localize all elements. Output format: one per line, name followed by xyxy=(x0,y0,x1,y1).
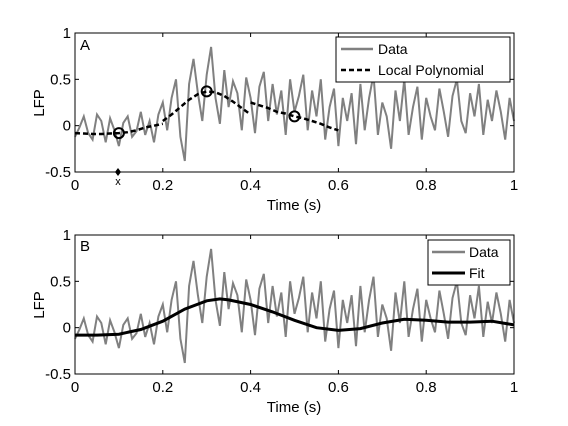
panel-a-legend-label-data: Data xyxy=(378,41,408,57)
panel-b-legend-label-data: Data xyxy=(469,244,499,260)
panel-b-xtick-label: 0 xyxy=(71,379,79,396)
panel-b-ytick-label: -0.5 xyxy=(45,366,71,383)
panel-a-x-marker-diamond xyxy=(115,168,121,176)
panel-b-label: B xyxy=(80,238,90,255)
panel-b-xtick-label: 1 xyxy=(510,379,518,396)
panel-a-local-polynomial-point xyxy=(200,85,213,98)
panel-a-local-polynomial-point xyxy=(288,110,301,123)
panel-a-ytick-label: -0.5 xyxy=(45,164,71,181)
panel-a-x-marker-label: x xyxy=(115,176,121,188)
panel-b: 0 0.2 0.4 0.6 0.8 1-0.500.51 B Time (s) LFP D… xyxy=(31,227,518,416)
panel-b-ticks: 0 0.2 0.4 0.6 0.8 1-0.500.51 xyxy=(45,227,518,396)
panel-a-local-polynomial-segment xyxy=(74,122,164,136)
panel-a-label: A xyxy=(80,37,90,54)
panel-a-ylabel: LFP xyxy=(31,89,48,117)
panel-b-legend-box xyxy=(427,239,511,286)
panel-a-ytick-label: 0.5 xyxy=(50,71,71,88)
panel-a-xtick-label: 0.2 xyxy=(152,177,173,194)
panel-a-local-polynomial-segment xyxy=(162,90,252,123)
panel-a-xtick-label: 0.6 xyxy=(328,177,349,194)
panel-a-xlabel: Time (s) xyxy=(267,197,321,214)
panel-b-xlabel: Time (s) xyxy=(267,399,321,416)
panel-b-axes-box xyxy=(74,234,515,375)
panel-b-legend: Data Fit xyxy=(427,239,511,286)
panel-a-xtick-label: 0.8 xyxy=(416,177,437,194)
panel-a-series xyxy=(74,46,515,162)
panel-b-ytick-label: 0 xyxy=(63,320,71,337)
panel-a: 0 0.2 0.4 0.6 0.8 1-0.500.51 A Time (s) LFP x… xyxy=(31,25,518,214)
panel-a-local-polynomial-point xyxy=(112,127,125,140)
panel-b-ytick-label: 1 xyxy=(63,227,71,244)
panel-b-xtick-label: 0.2 xyxy=(152,379,173,396)
panel-a-xtick-label: 1 xyxy=(510,177,518,194)
panel-a-xtick-label: 0.4 xyxy=(240,177,261,194)
panel-a-x-marker: x xyxy=(115,168,121,188)
panel-a-legend-label-localpoly: Local Polynomial xyxy=(378,62,484,78)
panel-a-ytick-label: 1 xyxy=(63,25,71,42)
panel-b-ytick-label: 0.5 xyxy=(50,273,71,290)
panel-a-axes-box xyxy=(74,32,515,173)
panel-a-legend-box xyxy=(335,36,511,83)
panel-a-ticks: 0 0.2 0.4 0.6 0.8 1-0.500.51 xyxy=(45,25,518,194)
panel-b-xtick-label: 0.4 xyxy=(240,379,261,396)
panel-a-xtick-label: 0 xyxy=(71,177,79,194)
panel-a-ytick-label: 0 xyxy=(63,118,71,135)
panel-b-fit-line xyxy=(75,297,515,337)
panel-b-xtick-label: 0.8 xyxy=(416,379,437,396)
panel-b-series xyxy=(74,248,515,364)
panel-b-xtick-label: 0.6 xyxy=(328,379,349,396)
panel-b-ylabel: LFP xyxy=(31,291,48,319)
panel-a-local-polynomial-segment xyxy=(250,101,339,132)
panel-b-legend-label-fit: Fit xyxy=(469,265,485,281)
panel-a-legend: Data Local Polynomial xyxy=(335,36,511,83)
